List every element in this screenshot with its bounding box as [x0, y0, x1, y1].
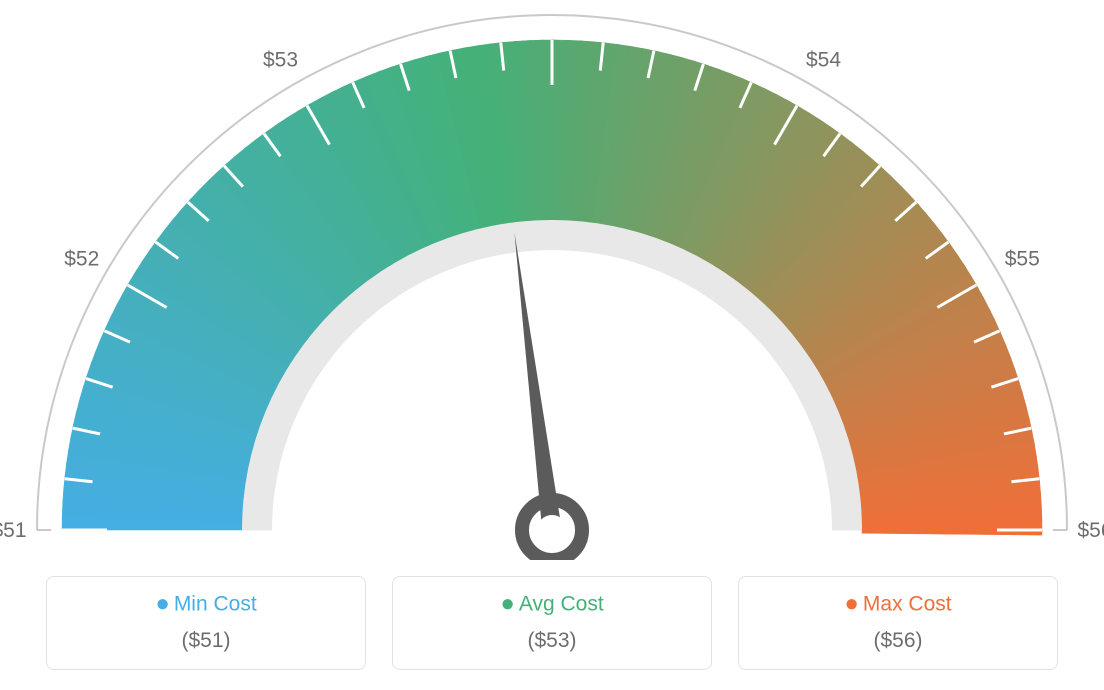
svg-text:$55: $55 [1005, 248, 1040, 271]
legend-avg-value: ($53) [393, 629, 711, 653]
legend-max: ●Max Cost ($56) [738, 576, 1058, 670]
svg-text:$53: $53 [263, 49, 298, 72]
legend-min-value: ($51) [47, 629, 365, 653]
chart-container: $51$52$53$53$54$55$56 ●Min Cost ($51) ●A… [0, 0, 1104, 690]
legend-avg: ●Avg Cost ($53) [392, 576, 712, 670]
legend-min-label: ●Min Cost [47, 591, 365, 619]
dot-icon: ● [500, 590, 515, 617]
svg-text:$56: $56 [1077, 519, 1104, 542]
dot-icon: ● [844, 590, 859, 617]
legend-avg-label: ●Avg Cost [393, 591, 711, 619]
legend-max-value: ($56) [739, 629, 1057, 653]
svg-text:$52: $52 [64, 248, 99, 271]
legend-row: ●Min Cost ($51) ●Avg Cost ($53) ●Max Cos… [0, 576, 1104, 670]
svg-text:$54: $54 [806, 49, 841, 72]
legend-min: ●Min Cost ($51) [46, 576, 366, 670]
legend-max-label: ●Max Cost [739, 591, 1057, 619]
svg-text:$51: $51 [0, 519, 27, 542]
gauge-chart: $51$52$53$53$54$55$56 [0, 0, 1104, 560]
dot-icon: ● [155, 590, 170, 617]
